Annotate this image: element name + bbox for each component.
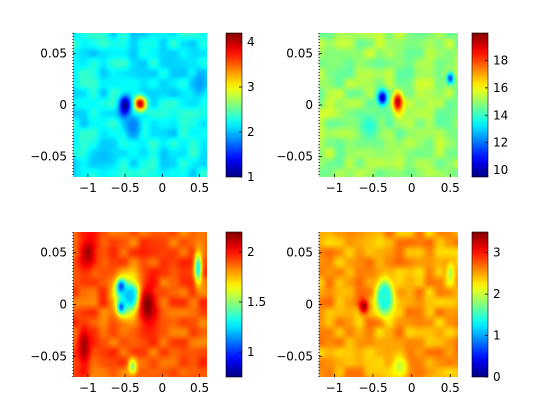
colorbar-tick-label: 16	[493, 81, 508, 95]
y-tick-label: −0.05	[30, 349, 67, 363]
colorbar-tick-label: 0	[493, 370, 501, 384]
x-tick-label: 0.5	[190, 381, 209, 395]
y-tick-label: −0.05	[30, 149, 67, 163]
colorbar-tick-label: 14	[493, 108, 508, 122]
y-tick-label: 0.05	[40, 47, 67, 61]
x-tick-label: −1	[79, 181, 97, 195]
colorbar-tick-label: 3	[247, 80, 255, 94]
x-tick-label: 0	[408, 181, 416, 195]
y-tick-label: −0.05	[276, 349, 313, 363]
colorbar	[471, 231, 489, 378]
heatmap-image	[73, 232, 207, 377]
x-tick-label: −1	[326, 181, 344, 195]
colorbar-tick-label: 18	[493, 53, 508, 67]
x-tick-label: −1	[326, 381, 344, 395]
x-tick-label: 0.5	[441, 181, 460, 195]
colorbar-tick-label: 1	[247, 345, 255, 359]
subplot-top-left: −1 −0.5 0 0.5 0.05 0 −0.05 1 2 3 4	[30, 32, 255, 195]
colorbar-tick-label: 3	[493, 246, 501, 260]
y-tick-label: 0	[59, 98, 67, 112]
y-tick-label: 0	[305, 98, 313, 112]
colorbar	[225, 231, 243, 378]
colorbar-tick-label: 2	[493, 287, 501, 301]
y-tick-label: 0.05	[286, 246, 313, 260]
colorbar-tick-label: 2	[247, 245, 255, 259]
colorbar-tick-label: 1	[247, 170, 255, 184]
colorbar	[225, 32, 243, 178]
heatmap-image	[319, 232, 458, 377]
subplot-bottom-right: −1 −0.5 0 0.5 0.05 0 −0.05 0 1 2 3	[276, 231, 501, 395]
x-tick-label: 0.5	[441, 381, 460, 395]
colorbar-tick-label: 2	[247, 125, 255, 139]
x-tick-label: −0.5	[111, 181, 140, 195]
y-tick-label: −0.05	[276, 149, 313, 163]
colorbar-tick-label: 10	[493, 163, 508, 177]
colorbar-tick-label: 12	[493, 136, 508, 150]
x-tick-label: −0.5	[111, 381, 140, 395]
subplot-bottom-left: −1 −0.5 0 0.5 0.05 0 −0.05 1 1.5 2	[30, 231, 266, 395]
x-tick-label: 0.5	[190, 181, 209, 195]
colorbar-tick-label: 1	[493, 329, 501, 343]
colorbar-tick-label: 1.5	[247, 295, 266, 309]
heatmap-image	[319, 33, 458, 177]
y-tick-label: 0	[305, 298, 313, 312]
colorbar-tick-label: 4	[247, 35, 255, 49]
y-tick-label: 0.05	[40, 246, 67, 260]
x-tick-label: −1	[79, 381, 97, 395]
y-tick-label: 0.05	[286, 47, 313, 61]
heatmap-image	[73, 33, 207, 177]
x-tick-label: −0.5	[358, 381, 387, 395]
x-tick-label: 0	[159, 381, 167, 395]
x-tick-label: 0	[159, 181, 167, 195]
subplot-top-right: −1 −0.5 0 0.5 0.05 0 −0.05 10 12 14 16 18	[276, 32, 508, 195]
y-tick-label: 0	[59, 298, 67, 312]
colorbar	[471, 32, 489, 178]
x-tick-label: 0	[408, 381, 416, 395]
x-tick-label: −0.5	[358, 181, 387, 195]
